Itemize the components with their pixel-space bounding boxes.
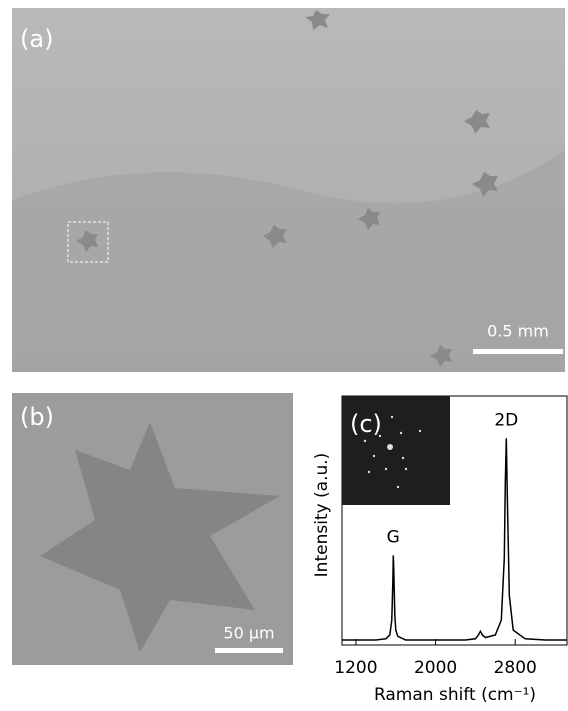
peak-label: 2D [494, 410, 518, 430]
panel-label: (a) [20, 25, 53, 53]
scale-bar-label: 0.5 mm [487, 322, 549, 341]
y-axis-label: Intensity (a.u.) [312, 453, 332, 578]
x-tick-label: 2800 [494, 658, 537, 678]
panel-label: (b) [20, 403, 54, 431]
scale-bar-label: 50 μm [223, 624, 274, 643]
x-tick-label: 2000 [414, 658, 457, 678]
x-axis-label: Raman shift (cm⁻¹) [374, 685, 536, 705]
x-tick-label: 1200 [334, 658, 377, 678]
peak-label: G [387, 527, 400, 547]
panel-label: (c) [350, 410, 382, 438]
scale-bar [473, 349, 563, 354]
scale-bar [215, 648, 283, 653]
figure: (a) 0.5 mm (b) 50 μm (c) Intensity (a.u.… [0, 0, 568, 707]
